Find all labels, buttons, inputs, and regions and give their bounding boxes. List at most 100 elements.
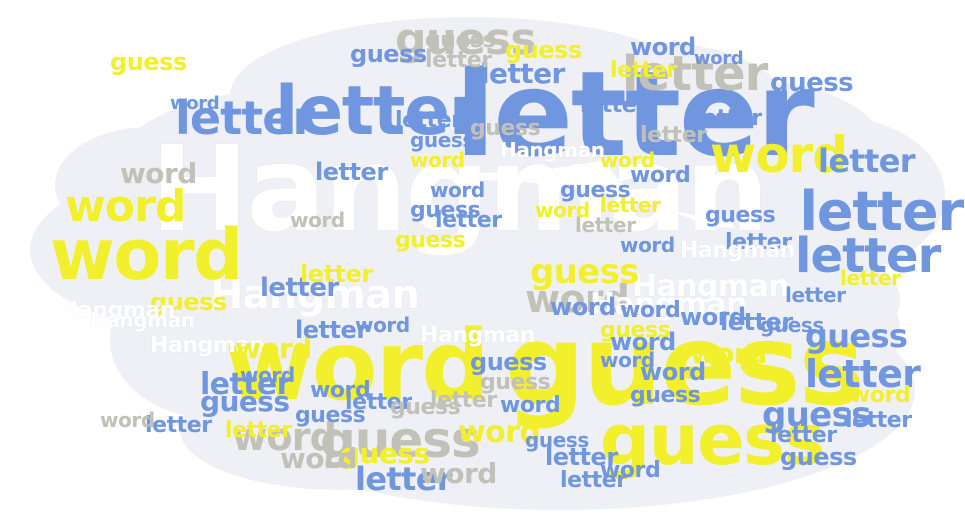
- cloud-word-guess: guess: [470, 116, 541, 141]
- cloud-word-word: word: [235, 332, 312, 365]
- cloud-word-guess: guess: [480, 370, 551, 395]
- cloud-word-letter: letter: [425, 48, 492, 73]
- cloud-word-letter: letter: [345, 390, 412, 415]
- cloud-word-word: word: [240, 363, 295, 387]
- cloud-word-guess: guess: [805, 317, 908, 355]
- cloud-word-word: word: [600, 348, 655, 372]
- cloud-word-word: word: [694, 48, 744, 69]
- cloud-word-letter: letter: [430, 388, 497, 413]
- cloud-word-hangman: Hangman: [632, 269, 789, 304]
- cloud-word-word: word: [430, 178, 485, 202]
- cloud-word-letter: letter: [355, 460, 453, 498]
- cloud-word-word: word: [280, 442, 357, 475]
- cloud-word-guess: guess: [600, 318, 671, 343]
- cloud-blob: [740, 250, 900, 350]
- cloud-word-word: word: [630, 33, 696, 61]
- cloud-word-guess: guess: [395, 14, 537, 65]
- cloud-word-guess: guess: [600, 399, 825, 481]
- cloud-word-letter: letter: [720, 308, 793, 336]
- cloud-word-hangman: Hangman: [590, 287, 747, 322]
- cloud-word-guess: guess: [770, 68, 854, 98]
- cloud-word-word: word: [710, 126, 848, 184]
- cloud-blob: [180, 370, 500, 490]
- cloud-word-hangman: Hangman: [680, 238, 796, 263]
- cloud-word-letter: letter: [295, 316, 368, 344]
- cloud-word-letter: letter: [795, 228, 941, 284]
- cloud-word-word: word: [640, 358, 706, 386]
- cloud-word-guess: guess: [320, 411, 481, 469]
- cloud-word-word: word: [850, 383, 911, 408]
- cloud-word-guess: guess: [425, 28, 496, 53]
- cloud-word-guess: guess: [200, 385, 290, 418]
- cloud-word-word: word: [120, 157, 197, 190]
- cloud-word-letter: letter: [480, 57, 565, 90]
- cloud-word-letter: letter: [225, 418, 292, 443]
- cloud-blobs: [30, 17, 945, 510]
- cloud-word-word: word: [232, 415, 337, 459]
- cloud-word-letter: letter: [695, 106, 762, 131]
- cloud-word-letter: letter: [175, 91, 315, 145]
- cloud-word-word: word: [620, 298, 681, 323]
- cloud-word-guess: guess: [350, 40, 427, 68]
- cloud-word-word: word: [610, 328, 676, 356]
- cloud-word-word: word: [420, 457, 497, 490]
- cloud-word-word: word: [535, 198, 590, 222]
- cloud-word-letter: letter: [818, 142, 916, 180]
- cloud-word-word: word: [690, 337, 767, 370]
- cloud-word-guess: guess: [470, 348, 547, 376]
- cloud-blob: [605, 80, 885, 220]
- cloud-word-guess: guess: [505, 301, 865, 431]
- cloud-word-letter: letter: [545, 443, 618, 471]
- cloud-word-letter: letter: [435, 208, 502, 233]
- cloud-word-letter: letter: [275, 72, 482, 151]
- cloud-word-word: word: [225, 310, 490, 422]
- cloud-word-letter: letter: [300, 260, 373, 288]
- cloud-word-guess: guess: [505, 36, 582, 64]
- cloud-word-guess: guess: [530, 252, 639, 292]
- cloud-word-letter: letter: [770, 423, 837, 448]
- cloud-word-word: word: [65, 181, 186, 232]
- cloud-word-letter: letter: [560, 468, 627, 493]
- cloud-word-letter: letter: [640, 123, 707, 148]
- cloud-word-guess: guess: [150, 288, 227, 316]
- cloud-word-hangman: Hangman: [210, 272, 420, 318]
- cloud-word-word: word: [310, 378, 371, 403]
- cloud-word-letter: letter: [260, 273, 339, 303]
- cloud-word-letter: letter: [575, 213, 636, 237]
- cloud-word-word: word: [680, 303, 746, 331]
- cloud-word-letter: letter: [455, 45, 815, 183]
- cloud-word-word: word: [50, 214, 243, 296]
- cloud-word-letter: letter: [610, 58, 677, 83]
- cloud-word-guess: guess: [110, 48, 187, 76]
- cloud-word-word: word: [410, 148, 465, 172]
- cloud-word-guess: guess: [780, 443, 857, 471]
- cloud-word-hangman: Hangman: [150, 120, 769, 258]
- cloud-word-letter: letter: [840, 266, 901, 290]
- cloud-blob: [285, 30, 505, 150]
- cloud-word-hangman: Hangman: [150, 333, 266, 358]
- cloud-word-letter: letter: [725, 230, 792, 255]
- cloud-word-guess: guess: [630, 383, 701, 408]
- cloud-blob: [170, 180, 770, 420]
- cloud-word-word: word: [630, 163, 691, 188]
- cloud-word-letter: letter: [315, 158, 388, 186]
- cloud-word-letter: letter: [580, 93, 647, 118]
- cloud-word-letter: letter: [805, 352, 921, 396]
- cloud-word-hangman: Hangman: [60, 298, 176, 323]
- cloud-word-word: word: [290, 208, 345, 232]
- cloud-word-guess: guess: [760, 313, 824, 337]
- cloud-word-hangman: Hangman: [500, 138, 605, 162]
- cloud-word-word: word: [620, 233, 675, 257]
- cloud-word-guess: guess: [295, 403, 366, 428]
- cloud-word-guess: guess: [340, 437, 430, 470]
- cloud-word-guess: guess: [390, 395, 461, 420]
- cloud-word-word: word: [170, 93, 220, 114]
- cloud-word-word: word: [550, 293, 616, 321]
- cloud-word-word: word: [458, 415, 541, 450]
- cloud-word-word: word: [355, 313, 410, 337]
- cloud-word-guess: guess: [705, 203, 776, 228]
- cloud-word-letter: letter: [845, 408, 912, 433]
- cloud-word-guess: guess: [395, 228, 466, 253]
